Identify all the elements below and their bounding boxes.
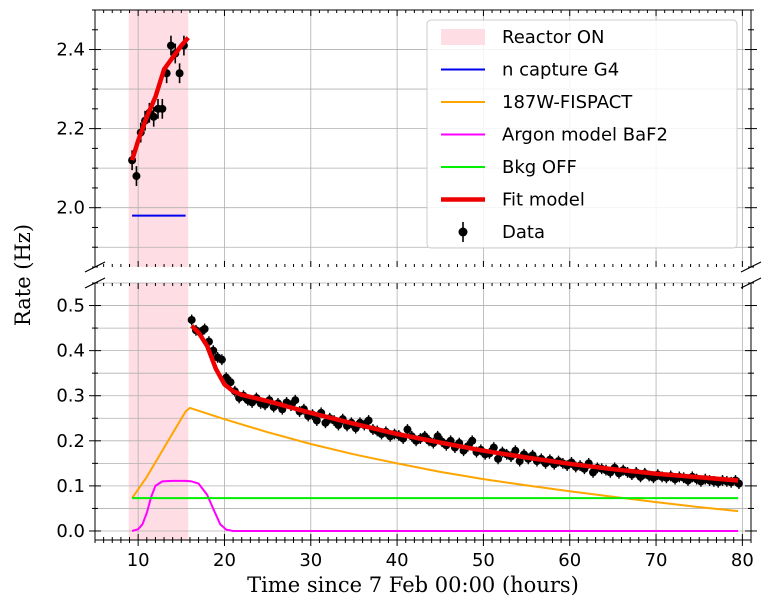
data-point	[515, 457, 524, 466]
legend-label: Argon model BaF2	[502, 125, 668, 146]
y-tick-label-bottom: 0.0	[56, 521, 85, 542]
x-tick-label: 30	[299, 550, 322, 571]
data-point	[334, 421, 343, 430]
y-tick-label-top: 2.4	[56, 40, 85, 61]
series-argon-model-line	[131, 479, 739, 532]
legend-label: Bkg OFF	[502, 157, 577, 178]
legend-label: Reactor ON	[502, 27, 605, 48]
data-point	[132, 172, 141, 181]
data-point	[200, 324, 209, 333]
series-fit-model-line-top	[129, 36, 190, 161]
x-tick-label: 80	[731, 550, 754, 571]
data-point	[291, 396, 300, 405]
data-point	[158, 104, 167, 113]
data-point	[494, 454, 503, 463]
x-axis-label: Time since 7 Feb 00:00 (hours)	[247, 573, 579, 597]
data-point	[149, 112, 158, 121]
y-tick-label-top: 2.2	[56, 119, 85, 140]
data-point	[364, 416, 373, 425]
legend-label: Data	[502, 222, 545, 243]
data-point	[217, 355, 226, 364]
data-point	[403, 425, 412, 434]
y-tick-label-bottom: 0.5	[56, 296, 85, 317]
y-tick-label-bottom: 0.3	[56, 386, 85, 407]
data-point	[166, 41, 175, 50]
y-tick-label-bottom: 0.1	[56, 476, 85, 497]
y-axis-label: Rate (Hz)	[11, 224, 35, 326]
legend-swatch-reactor-on	[441, 29, 485, 45]
legend: Reactor ON n capture G4 187W-FISPACT Argon …	[426, 19, 738, 249]
legend-box	[426, 19, 738, 249]
x-tick-label: 60	[558, 550, 581, 571]
series-187w-fispact-line	[131, 406, 739, 513]
data-point	[226, 378, 235, 387]
data-point	[187, 315, 196, 324]
data-point	[175, 69, 184, 78]
legend-label: n capture G4	[502, 60, 619, 81]
x-tick-label: 70	[645, 550, 668, 571]
x-tick-label: 10	[127, 550, 150, 571]
data-point	[511, 446, 520, 455]
y-tick-label-bottom: 0.2	[56, 431, 85, 452]
data-point	[433, 432, 442, 441]
series-fit-model-line-bottom	[190, 324, 739, 483]
reactor-on-band-bottom	[128, 283, 189, 540]
data-point	[468, 436, 477, 445]
y-tick-label-top: 2.0	[56, 198, 85, 219]
x-tick-label: 40	[386, 550, 409, 571]
legend-label: Fit model	[502, 190, 585, 211]
tick-marks	[89, 9, 757, 546]
data-point	[489, 443, 498, 452]
x-tick-label: 20	[213, 550, 236, 571]
legend-swatch-data-point	[458, 227, 468, 237]
legend-label: 187W-FISPACT	[502, 92, 633, 113]
y-tick-label-bottom: 0.4	[56, 341, 85, 362]
x-tick-label: 50	[472, 550, 495, 571]
data-point	[312, 416, 321, 425]
